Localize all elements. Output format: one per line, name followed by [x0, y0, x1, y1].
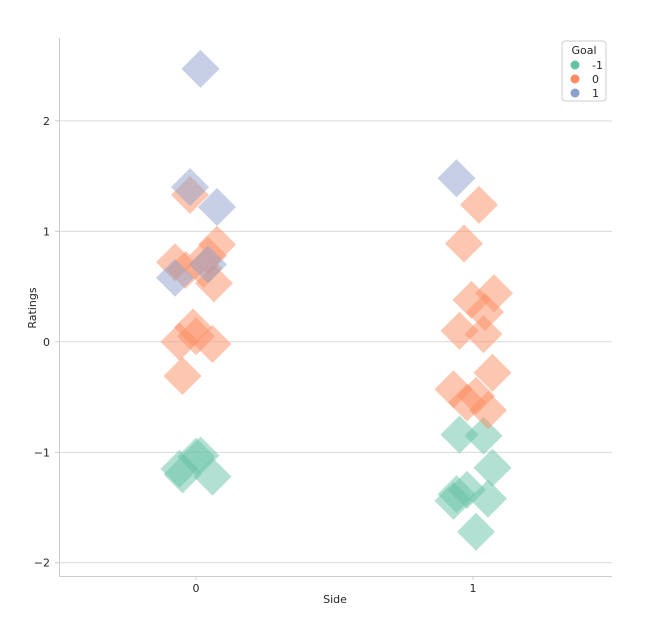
y-tick-label: 1 — [43, 225, 50, 238]
legend-frame — [561, 40, 607, 102]
y-tick-labels: −2 −1 0 1 2 — [34, 115, 59, 570]
x-tick-label: 0 — [193, 582, 200, 595]
legend-marker — [570, 60, 580, 70]
data-point — [193, 325, 232, 364]
data-point — [473, 353, 512, 392]
data-point — [437, 159, 476, 198]
x-axis-label: Side — [323, 593, 347, 606]
legend-label: 1 — [592, 87, 599, 100]
data-point — [457, 512, 495, 551]
y-axis-label: Ratings — [26, 287, 39, 328]
data-point — [469, 391, 507, 430]
legend-title: Goal — [571, 44, 596, 57]
legend-items: -101 — [570, 59, 603, 100]
data-point — [440, 415, 479, 454]
data-point — [464, 416, 503, 455]
data-point — [466, 292, 504, 331]
data-point — [189, 245, 227, 284]
x-tick-label: 1 — [470, 582, 477, 595]
data-points — [156, 49, 513, 551]
data-point — [156, 258, 194, 297]
data-point — [171, 168, 209, 207]
data-point — [160, 322, 199, 361]
legend-label: -1 — [592, 59, 603, 72]
axes — [59, 38, 612, 577]
data-point — [464, 315, 503, 354]
data-point — [473, 448, 512, 487]
data-point — [440, 311, 479, 350]
legend: Goal -101 — [561, 40, 607, 102]
data-point — [181, 436, 220, 475]
data-point — [469, 479, 507, 518]
data-point — [198, 188, 236, 227]
data-point — [181, 49, 220, 88]
legend-marker — [570, 88, 580, 98]
gridlines — [59, 120, 612, 564]
data-point — [445, 224, 483, 263]
legend-marker — [570, 74, 580, 84]
y-tick-label: −2 — [34, 557, 50, 570]
legend-label: 0 — [592, 73, 599, 86]
data-point — [437, 475, 476, 514]
y-tick-label: 2 — [43, 115, 50, 128]
y-tick-label: 0 — [43, 336, 50, 349]
data-point — [163, 357, 202, 396]
data-point — [460, 185, 498, 224]
y-tick-label: −1 — [34, 446, 50, 459]
